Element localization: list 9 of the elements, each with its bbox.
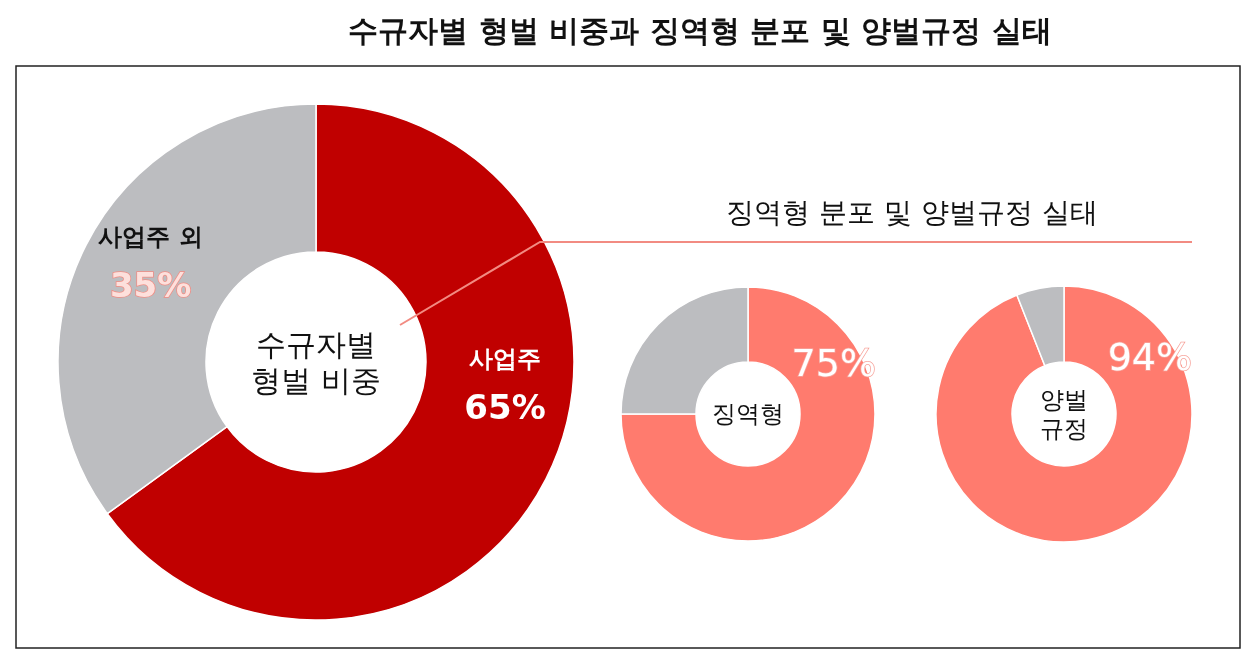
data-label: 35% [109, 264, 192, 305]
text: 수규자별 형벌 비중과 징역형 분포 및 양벌규정 실태 [348, 12, 1052, 48]
chart-title: 징역형 분포 및 양벌규정 실태 [726, 195, 1098, 229]
slice-label: 사업주 [469, 344, 542, 373]
data-label: 65% [464, 386, 546, 427]
slice-label: 사업주 외 [98, 222, 203, 251]
text: 징역형 [712, 400, 784, 429]
text: 수규자별 형벌 비중 [251, 326, 381, 398]
text: 양벌 규정 [1040, 386, 1088, 443]
